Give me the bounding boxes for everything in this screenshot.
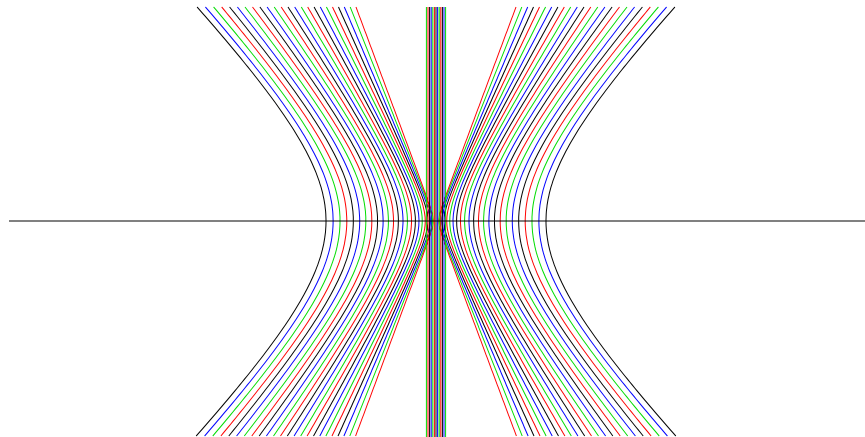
curve-group [195, 6, 677, 437]
